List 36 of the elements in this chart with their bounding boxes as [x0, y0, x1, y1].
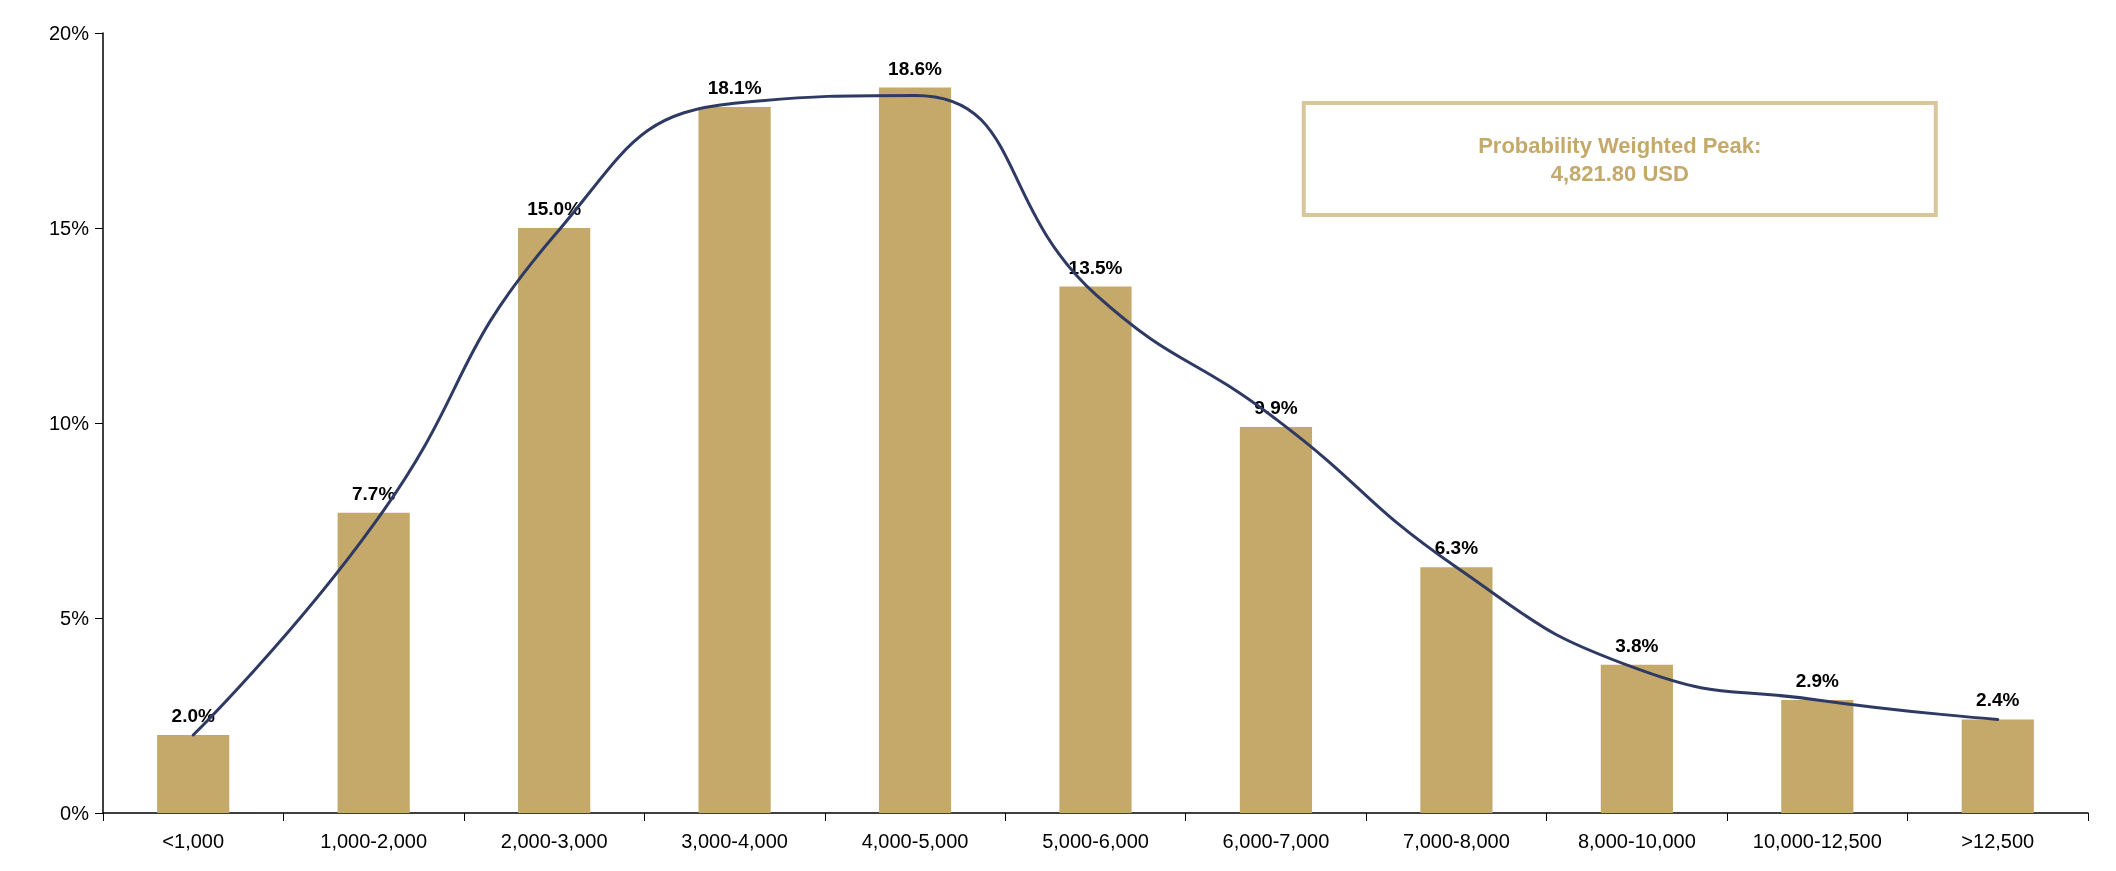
x-tick-label: 8,000-10,000: [1577, 830, 1696, 852]
bar: [1239, 426, 1313, 813]
x-tick-label: >12,500: [1961, 830, 2035, 852]
data-label: 6.3%: [1434, 537, 1479, 559]
bar: [698, 107, 771, 813]
bar: [157, 735, 230, 813]
data-label: 2.4%: [1976, 689, 2020, 711]
data-label: 2.9%: [1795, 669, 1840, 691]
data-label: 13.5%: [1068, 256, 1123, 278]
bar: [1059, 286, 1132, 813]
bar: [518, 228, 591, 813]
x-tick-label: 4,000-5,000: [861, 830, 969, 852]
y-tick-label: 20%: [48, 22, 90, 44]
bar: [1961, 719, 2034, 813]
bar: [1600, 664, 1673, 813]
bar: [1781, 699, 1854, 813]
x-tick-label: <1,000: [162, 830, 225, 852]
x-tick-label: 6,000-7,000: [1222, 830, 1330, 852]
bar: [1420, 567, 1493, 813]
data-label: 18.1%: [707, 77, 762, 99]
data-label: 18.6%: [888, 57, 943, 79]
x-tick-label: 3,000-4,000: [681, 830, 788, 852]
data-label: 3.8%: [1615, 634, 1659, 656]
bar: [337, 512, 410, 813]
y-tick-label: 0%: [60, 802, 90, 824]
x-tick-label: 1,000-2,000: [320, 830, 428, 852]
y-tick-label: 10%: [48, 412, 90, 434]
x-tick-label: 7,000-8,000: [1403, 830, 1510, 852]
data-label: 7.7%: [352, 482, 396, 504]
annotation: Probability Weighted Peak: 4,821.80 USD: [1478, 132, 1762, 186]
bar: [878, 87, 952, 813]
x-tick-label: 5,000-6,000: [1042, 830, 1149, 852]
x-tick-label: 10,000-12,500: [1752, 830, 1882, 852]
y-tick-label: 15%: [48, 217, 90, 239]
x-tick-label: 2,000-3,000: [500, 830, 608, 852]
y-tick-label: 5%: [60, 607, 90, 629]
